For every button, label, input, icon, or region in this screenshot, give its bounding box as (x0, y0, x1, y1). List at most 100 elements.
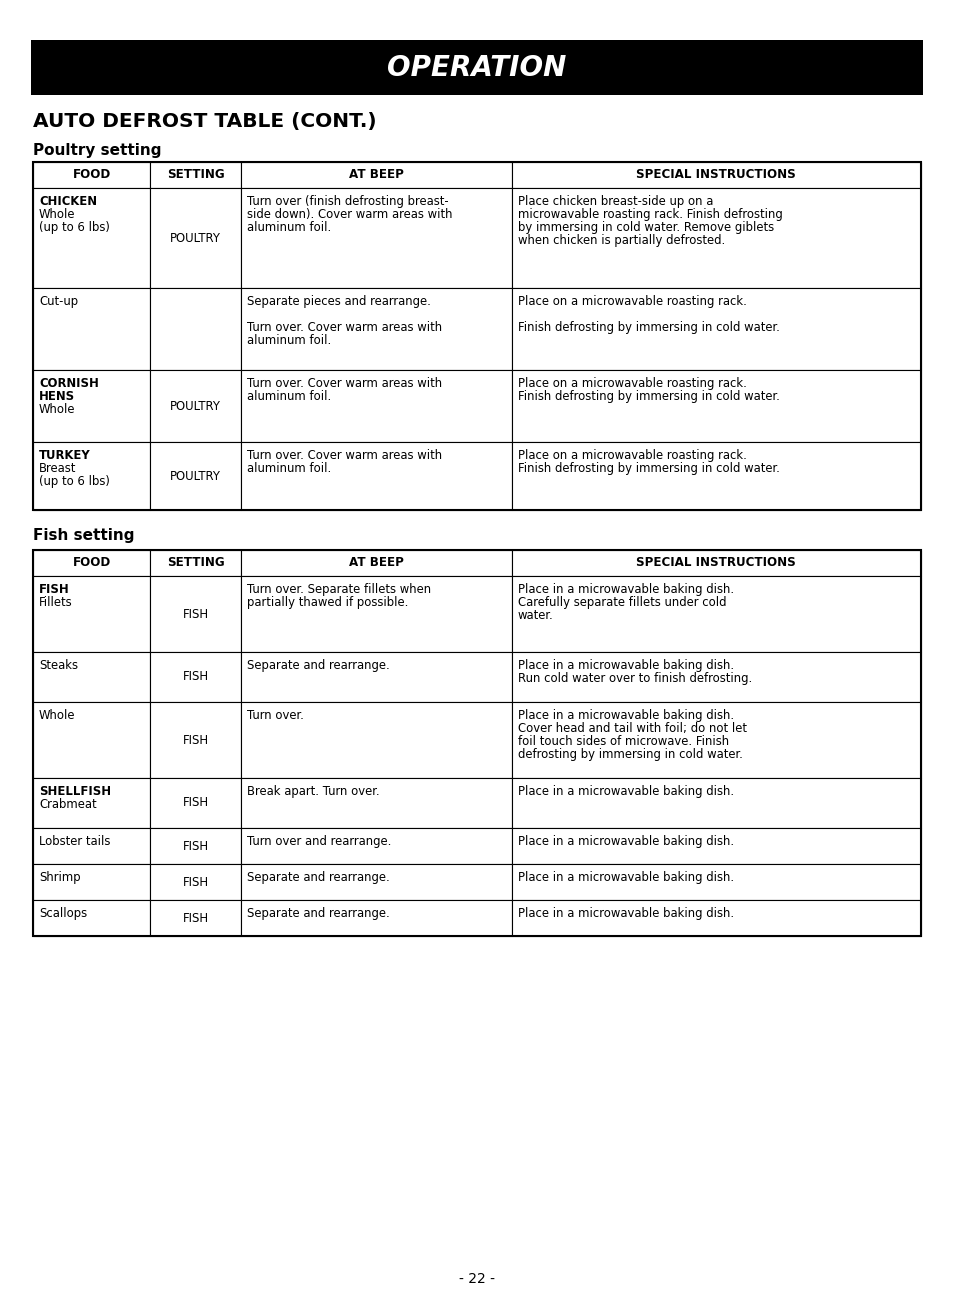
Text: FISH: FISH (182, 911, 209, 924)
Text: Separate and rearrange.: Separate and rearrange. (247, 659, 389, 672)
Bar (511, 901, 920, 936)
Bar (150, 550, 240, 576)
Bar (30, 41, 923, 95)
Bar (150, 576, 240, 652)
Text: Poultry setting: Poultry setting (33, 142, 161, 158)
Bar (150, 442, 240, 510)
Text: Finish defrosting by immersing in cold water.: Finish defrosting by immersing in cold w… (517, 389, 779, 403)
Text: Whole: Whole (39, 708, 75, 721)
Text: microwavable roasting rack. Finish defrosting: microwavable roasting rack. Finish defro… (517, 208, 781, 221)
Bar (150, 864, 240, 901)
Text: Separate and rearrange.: Separate and rearrange. (247, 907, 389, 920)
Text: Finish defrosting by immersing in cold water.: Finish defrosting by immersing in cold w… (517, 461, 779, 474)
Bar (33, 702, 150, 778)
Text: Place in a microwavable baking dish.: Place in a microwavable baking dish. (517, 659, 733, 672)
Bar (150, 901, 240, 936)
Text: Steaks: Steaks (39, 659, 78, 672)
Text: FISH: FISH (182, 796, 209, 809)
Text: Whole: Whole (39, 403, 75, 416)
Text: Break apart. Turn over.: Break apart. Turn over. (247, 786, 379, 799)
Bar (150, 188, 240, 288)
Text: Whole: Whole (39, 208, 75, 221)
Bar (33, 370, 150, 442)
Text: when chicken is partially defrosted.: when chicken is partially defrosted. (517, 234, 724, 247)
Text: Finish defrosting by immersing in cold water.: Finish defrosting by immersing in cold w… (517, 322, 779, 335)
Text: aluminum foil.: aluminum foil. (247, 461, 331, 474)
Text: FISH: FISH (182, 876, 209, 889)
Text: HENS: HENS (39, 389, 75, 403)
Text: - 22 -: - 22 - (458, 1272, 495, 1286)
Text: FISH: FISH (182, 608, 209, 621)
Bar (240, 702, 511, 778)
Bar (511, 778, 920, 829)
Bar (240, 288, 511, 370)
Text: TURKEY: TURKEY (39, 450, 91, 461)
Text: Turn over.: Turn over. (247, 708, 303, 721)
Text: AT BEEP: AT BEEP (349, 169, 403, 182)
Text: Place in a microwavable baking dish.: Place in a microwavable baking dish. (517, 583, 733, 596)
Text: Place in a microwavable baking dish.: Place in a microwavable baking dish. (517, 907, 733, 920)
Bar (240, 162, 511, 188)
Bar (33, 442, 150, 510)
Text: Scallops: Scallops (39, 907, 87, 920)
Bar (511, 576, 920, 652)
Bar (150, 162, 240, 188)
Bar (33, 778, 150, 829)
Text: Place on a microwavable roasting rack.: Place on a microwavable roasting rack. (517, 376, 746, 389)
Bar (33, 162, 150, 188)
Bar (150, 778, 240, 829)
Text: FISH: FISH (182, 670, 209, 684)
Text: Turn over (finish defrosting breast-: Turn over (finish defrosting breast- (247, 195, 448, 208)
Text: Place in a microwavable baking dish.: Place in a microwavable baking dish. (517, 708, 733, 721)
Text: Carefully separate fillets under cold: Carefully separate fillets under cold (517, 596, 725, 609)
Text: OPERATION: OPERATION (387, 54, 566, 81)
Text: Lobster tails: Lobster tails (39, 835, 111, 848)
Text: Shrimp: Shrimp (39, 870, 81, 884)
Text: AT BEEP: AT BEEP (349, 557, 403, 570)
Bar (240, 901, 511, 936)
Text: foil touch sides of microwave. Finish: foil touch sides of microwave. Finish (517, 735, 728, 748)
Text: SPECIAL INSTRUCTIONS: SPECIAL INSTRUCTIONS (636, 169, 796, 182)
Text: Place on a microwavable roasting rack.: Place on a microwavable roasting rack. (517, 450, 746, 461)
Text: SETTING: SETTING (167, 169, 224, 182)
Bar (240, 576, 511, 652)
Text: Cover head and tail with foil; do not let: Cover head and tail with foil; do not le… (517, 721, 746, 735)
Bar (33, 550, 150, 576)
Bar (240, 550, 511, 576)
Bar (511, 550, 920, 576)
Bar (240, 442, 511, 510)
Bar (150, 370, 240, 442)
Text: water.: water. (517, 609, 553, 622)
Bar (240, 188, 511, 288)
Bar (150, 288, 240, 370)
Bar (150, 829, 240, 864)
Bar (240, 370, 511, 442)
Text: SHELLFISH: SHELLFISH (39, 786, 111, 799)
Bar (33, 864, 150, 901)
Text: Place chicken breast-side up on a: Place chicken breast-side up on a (517, 195, 712, 208)
Bar (511, 652, 920, 702)
Text: FISH: FISH (182, 733, 209, 746)
Text: SPECIAL INSTRUCTIONS: SPECIAL INSTRUCTIONS (636, 557, 796, 570)
Text: Separate and rearrange.: Separate and rearrange. (247, 870, 389, 884)
Text: Fillets: Fillets (39, 596, 72, 609)
Text: aluminum foil.: aluminum foil. (247, 335, 331, 346)
Bar (511, 288, 920, 370)
Text: Place in a microwavable baking dish.: Place in a microwavable baking dish. (517, 870, 733, 884)
Text: Cut-up: Cut-up (39, 295, 78, 308)
Bar (150, 652, 240, 702)
Bar (511, 829, 920, 864)
Text: by immersing in cold water. Remove giblets: by immersing in cold water. Remove gible… (517, 221, 773, 234)
Text: Turn over. Cover warm areas with: Turn over. Cover warm areas with (247, 376, 441, 389)
Text: FOOD: FOOD (72, 557, 111, 570)
Text: Place in a microwavable baking dish.: Place in a microwavable baking dish. (517, 835, 733, 848)
Text: partially thawed if possible.: partially thawed if possible. (247, 596, 408, 609)
Text: POULTRY: POULTRY (170, 400, 221, 413)
Text: Place on a microwavable roasting rack.: Place on a microwavable roasting rack. (517, 295, 746, 308)
Text: Turn over. Cover warm areas with: Turn over. Cover warm areas with (247, 322, 441, 335)
Text: Separate pieces and rearrange.: Separate pieces and rearrange. (247, 295, 430, 308)
Text: CORNISH: CORNISH (39, 376, 99, 389)
Text: AUTO DEFROST TABLE (CONT.): AUTO DEFROST TABLE (CONT.) (33, 112, 376, 131)
Text: (up to 6 lbs): (up to 6 lbs) (39, 221, 110, 234)
Text: Breast: Breast (39, 461, 76, 474)
